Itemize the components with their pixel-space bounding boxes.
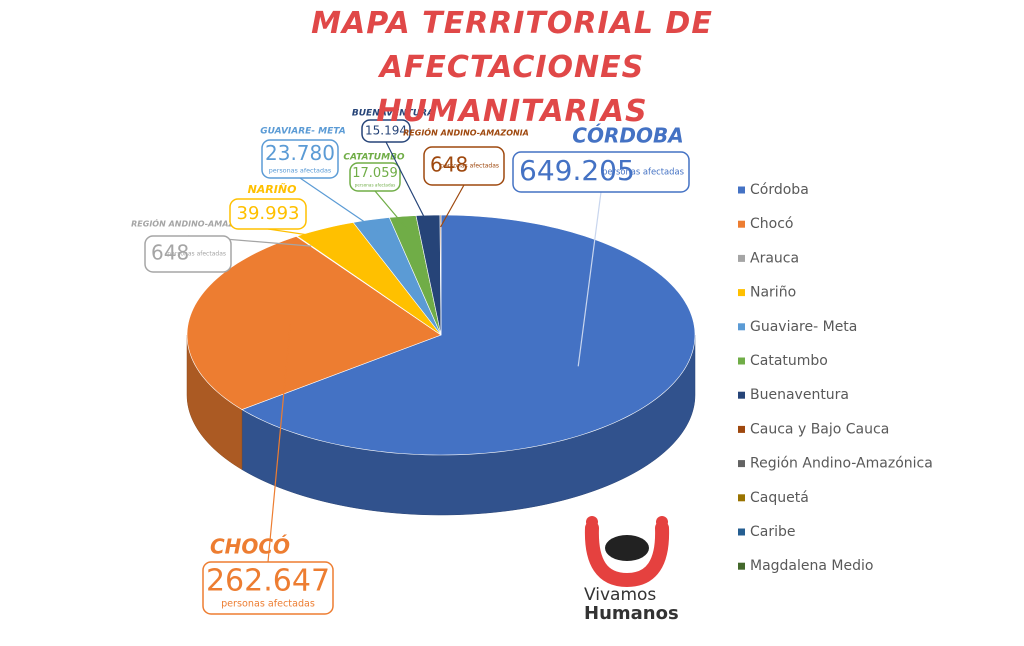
callout-note: personas afectadas <box>602 167 684 177</box>
leader-line <box>267 324 291 563</box>
legend-label: Caquetá <box>750 490 809 506</box>
legend-label: Caribe <box>750 524 796 540</box>
callout-box <box>144 235 232 273</box>
legend-swatch <box>738 391 745 399</box>
logo-line1: Vivamos <box>584 585 656 605</box>
leader-line <box>577 191 602 367</box>
legend-swatch <box>738 254 745 262</box>
callout: BUENAVENTURA 15.194 <box>352 109 434 228</box>
callout: NARIÑO 39.993 <box>229 183 337 240</box>
leader-line <box>385 141 430 228</box>
logo-arc <box>584 521 670 588</box>
logo: Vivamos Humanos <box>584 516 679 624</box>
leader-line <box>267 228 337 240</box>
legend-swatch <box>738 562 745 570</box>
callout-title: NARIÑO <box>248 183 297 196</box>
logo-line2: Humanos <box>584 603 679 624</box>
legend-swatch <box>738 494 745 502</box>
callout-title: CATATUMBO <box>343 153 405 163</box>
callout-title: BUENAVENTURA <box>352 109 434 119</box>
callout-title: REGIÓN ANDINO-AMAZONIA <box>403 127 529 138</box>
callout-note: personas afectadas <box>167 251 226 258</box>
legend-label: Arauca <box>750 250 799 266</box>
slice <box>241 214 696 456</box>
slice-tops <box>186 214 696 456</box>
legend-label: Región Andino-Amazónica <box>750 456 933 472</box>
callout-title: GUAVIARE- META <box>260 127 345 137</box>
value-label: 15.194 <box>365 124 407 138</box>
chart-title: MAPA TERRITORIAL DE AFECTACIONES HUMANIT… <box>311 6 713 129</box>
callout-box <box>512 151 690 193</box>
legend-label: Magdalena Medio <box>750 558 873 574</box>
callout-box <box>361 119 411 143</box>
value-label: 648 <box>151 241 189 265</box>
legend-label: Chocó <box>750 216 793 232</box>
legend-swatch <box>738 357 745 365</box>
callout-note: personas afectadas <box>355 182 396 187</box>
legend-label: Buenaventura <box>750 387 849 403</box>
value-label: 17.059 <box>352 166 398 181</box>
value-label: 23.780 <box>265 141 335 165</box>
legend-label: Catatumbo <box>750 353 828 369</box>
slice <box>439 214 442 336</box>
legend-swatch <box>738 323 745 331</box>
legend-swatch <box>738 289 745 297</box>
value-label: 649.205 <box>519 154 635 187</box>
logo-hand <box>586 516 598 528</box>
logo-dot <box>605 535 649 561</box>
callout-box <box>423 146 505 186</box>
legend-swatch <box>738 460 745 468</box>
leader-line <box>374 190 407 229</box>
value-label: 262.647 <box>206 563 330 598</box>
callout-title: CHOCÓ <box>210 535 290 559</box>
value-label: 648 <box>430 153 468 177</box>
callout-box <box>261 139 339 179</box>
callout-title: REGIÓN ANDINO-AMAZONIA <box>131 218 257 229</box>
legend-label: Nariño <box>750 285 796 301</box>
slice <box>186 236 442 410</box>
legend-label: Córdoba <box>750 182 809 198</box>
callout-note: personas afectadas <box>221 599 315 610</box>
callout-note: personas afectadas <box>440 163 499 170</box>
leader-line <box>299 177 379 232</box>
callout-note: personas afectadas <box>269 166 332 174</box>
legend-label: Cauca y Bajo Cauca <box>750 421 889 437</box>
callout-box <box>349 162 401 192</box>
callout-title: CÓRDOBA <box>572 124 683 148</box>
slice <box>352 217 442 336</box>
leader-line <box>440 184 465 228</box>
legend-label: Guaviare- Meta <box>750 319 857 335</box>
legend-swatch <box>738 220 745 228</box>
callout-box <box>202 561 334 615</box>
legend-swatch <box>738 425 745 433</box>
legend-swatch <box>738 528 745 536</box>
logo-hand <box>656 516 668 528</box>
callout-box <box>229 198 307 230</box>
legend: Córdoba Chocó Arauca Nariño Guaviare- Meta Ca… <box>738 182 933 574</box>
legend-swatch <box>738 186 745 194</box>
value-label: 39.993 <box>237 203 300 224</box>
